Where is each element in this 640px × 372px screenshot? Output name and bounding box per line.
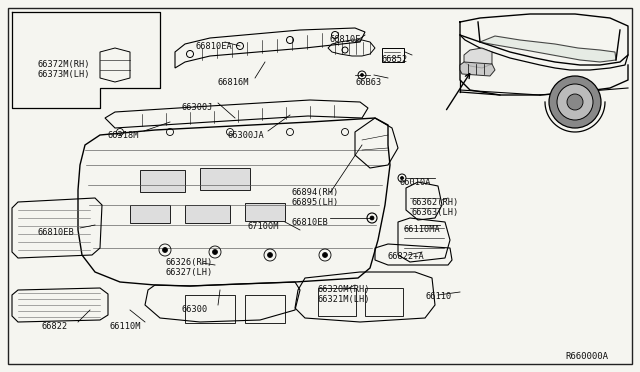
Bar	[245, 295, 285, 323]
Bar	[140, 170, 185, 192]
Text: 66300: 66300	[182, 305, 208, 314]
Circle shape	[268, 253, 273, 257]
Text: 66822+A: 66822+A	[388, 252, 425, 261]
Text: 66894(RH): 66894(RH)	[292, 188, 339, 197]
Text: 66110M: 66110M	[110, 322, 141, 331]
Text: 66373M(LH): 66373M(LH)	[38, 70, 90, 79]
Text: 67100M: 67100M	[248, 222, 280, 231]
Bar	[382, 48, 404, 62]
Text: 66010A: 66010A	[400, 178, 431, 187]
Bar	[318, 288, 356, 316]
Text: 66810E: 66810E	[330, 35, 362, 44]
Bar	[130, 205, 170, 223]
Bar	[245, 203, 285, 221]
Bar	[185, 295, 235, 323]
Bar	[200, 168, 250, 190]
Circle shape	[401, 176, 403, 180]
Text: 66822: 66822	[42, 322, 68, 331]
Text: 66363(LH): 66363(LH)	[412, 208, 460, 217]
Bar	[365, 288, 403, 316]
Text: 66810EB: 66810EB	[292, 218, 329, 227]
Text: 66300JA: 66300JA	[228, 131, 265, 140]
Bar	[185, 205, 230, 223]
Circle shape	[557, 84, 593, 120]
Circle shape	[323, 253, 328, 257]
Text: 66810EA: 66810EA	[195, 42, 232, 51]
Polygon shape	[480, 36, 616, 62]
Circle shape	[370, 216, 374, 220]
Circle shape	[163, 247, 168, 253]
Text: 66300J: 66300J	[182, 103, 214, 112]
Circle shape	[360, 74, 364, 77]
Text: 66321M(LH): 66321M(LH)	[318, 295, 371, 304]
Circle shape	[567, 94, 583, 110]
Text: 66852: 66852	[382, 55, 408, 64]
Text: 66326(RH): 66326(RH)	[165, 258, 212, 267]
Text: 66327(LH): 66327(LH)	[165, 268, 212, 277]
Text: R660000A: R660000A	[565, 352, 608, 361]
Text: 66318M: 66318M	[108, 131, 140, 140]
Text: 66362(RH): 66362(RH)	[412, 198, 460, 207]
Circle shape	[212, 250, 218, 254]
Text: 66B63: 66B63	[355, 78, 381, 87]
Polygon shape	[460, 62, 495, 76]
Text: 66895(LH): 66895(LH)	[292, 198, 339, 207]
Text: 66320M(RH): 66320M(RH)	[318, 285, 371, 294]
Text: 66816M: 66816M	[218, 78, 250, 87]
Text: 66110MA: 66110MA	[403, 225, 440, 234]
Text: 66110: 66110	[425, 292, 451, 301]
Text: 66810EB: 66810EB	[38, 228, 75, 237]
Polygon shape	[464, 48, 492, 68]
Text: 66372M(RH): 66372M(RH)	[38, 60, 90, 69]
Circle shape	[549, 76, 601, 128]
